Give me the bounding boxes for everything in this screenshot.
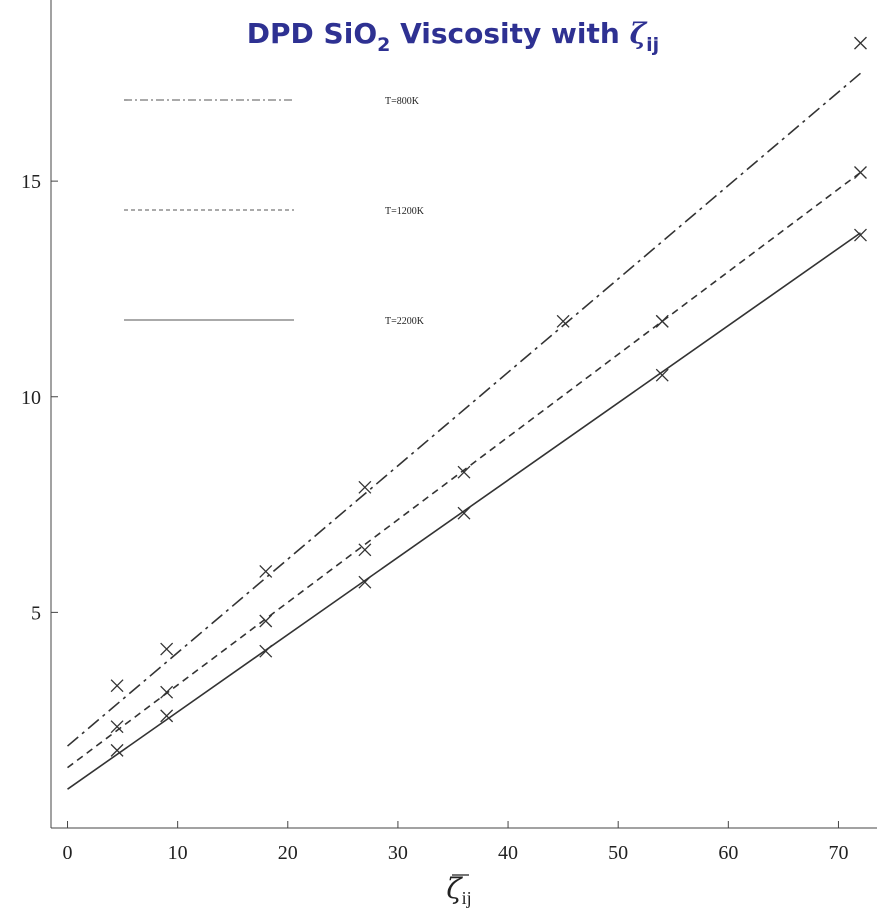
data-point: [259, 614, 273, 628]
data-point: [854, 228, 867, 242]
y-tick-label: 5: [31, 602, 41, 624]
x-axis-label-subscript: ij: [462, 888, 472, 908]
chart-title-subscript: 2: [377, 34, 390, 56]
legend-label: T=1200K: [385, 206, 425, 217]
chart-title: DPD SiO2 Viscosity with ζij: [247, 17, 659, 56]
fit-line: [67, 171, 861, 769]
data-point: [160, 685, 174, 699]
chart-legend: T=800K T=1200K T=2200K: [124, 96, 425, 327]
data-point: [110, 743, 124, 757]
data-point: [160, 642, 174, 656]
svg-text:DPD SiO2 Viscosity with ζij: DPD SiO2 Viscosity with ζij: [247, 17, 659, 56]
x-tick-label: 40: [498, 842, 518, 864]
data-point: [358, 575, 372, 589]
data-point: [259, 564, 273, 578]
x-tick-label: 60: [718, 842, 738, 864]
data-point: [110, 720, 124, 734]
data-point: [854, 166, 867, 179]
svg-text:ζij: ζij: [446, 872, 471, 908]
data-points: [110, 36, 867, 757]
data-point: [358, 543, 372, 557]
x-tick-label: 20: [278, 842, 298, 864]
y-tick-label: 10: [21, 387, 41, 409]
legend-label: T=800K: [385, 96, 420, 107]
fit-lines: [67, 72, 861, 790]
data-point: [655, 314, 669, 328]
x-tick-label: 10: [168, 842, 188, 864]
fit-line: [67, 72, 861, 747]
plot-axes: 0 10 20 30 40 50 60 70 5 10 15: [21, 0, 877, 864]
x-axis-label: ζij: [446, 872, 471, 908]
chart-title-symbol: ζ: [630, 17, 648, 50]
fit-line: [67, 232, 861, 790]
x-tick-label: 30: [388, 842, 408, 864]
data-point: [854, 36, 867, 50]
chart-title-main: DPD SiO: [247, 17, 377, 50]
data-point: [556, 314, 570, 328]
chart-title-rest: Viscosity with: [390, 17, 629, 50]
x-tick-label: 70: [828, 842, 848, 864]
data-point: [655, 368, 669, 382]
x-tick-label: 0: [63, 842, 73, 864]
data-point: [110, 679, 124, 693]
data-point: [457, 465, 471, 479]
chart-title-symbol-subscript: ij: [646, 34, 659, 56]
y-tick-label: 15: [21, 171, 41, 193]
data-point: [358, 480, 372, 494]
data-point: [259, 644, 273, 658]
data-point: [160, 709, 174, 723]
x-axis-label-symbol: ζ: [446, 872, 463, 905]
legend-label: T=2200K: [385, 316, 425, 327]
data-point: [457, 506, 471, 520]
x-tick-label: 50: [608, 842, 628, 864]
